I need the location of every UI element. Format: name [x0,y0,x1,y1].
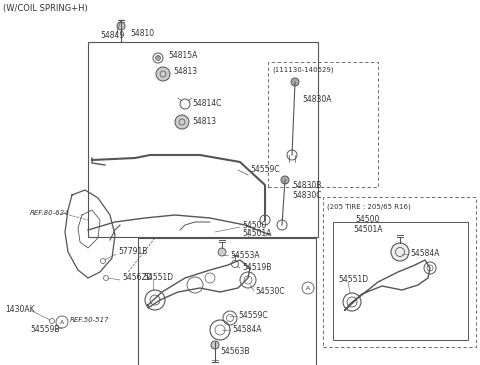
Text: 54559C: 54559C [250,165,280,174]
Text: 54814C: 54814C [192,99,221,108]
Bar [268,62,378,187]
Circle shape [156,67,170,81]
Text: (W/COIL SPRING+H): (W/COIL SPRING+H) [3,4,88,12]
Text: 54551D: 54551D [338,276,368,284]
Text: 54500: 54500 [356,215,380,224]
Text: A: A [60,319,64,324]
Bar [138,238,316,365]
Text: 54553A: 54553A [230,250,260,260]
Text: 54584A: 54584A [410,250,440,258]
Text: 1430AK: 1430AK [5,306,35,315]
Text: (205 TIRE : 205/65 R16): (205 TIRE : 205/65 R16) [327,204,411,210]
Text: 57791B: 57791B [118,247,147,257]
Circle shape [291,78,299,86]
Text: 54815A: 54815A [168,50,197,59]
Bar [323,197,476,347]
Bar [333,222,468,340]
Text: 54810: 54810 [130,28,154,38]
Circle shape [175,115,189,129]
Text: (111130-140529): (111130-140529) [272,67,334,73]
Text: REF.50-517: REF.50-517 [70,317,109,323]
Text: 54813: 54813 [192,118,216,127]
Text: 54501A: 54501A [242,230,272,238]
Text: 54559B: 54559B [30,326,60,334]
Circle shape [156,55,160,61]
Text: 54813: 54813 [173,68,197,77]
Text: 54500: 54500 [242,220,266,230]
Circle shape [211,341,219,349]
Text: 54501A: 54501A [353,224,383,234]
Text: 54830A: 54830A [302,96,332,104]
Text: 54551D: 54551D [143,273,173,283]
Bar [88,42,318,237]
Circle shape [391,243,409,261]
Text: 54830C: 54830C [292,191,322,200]
Text: 54519B: 54519B [242,264,271,273]
Text: 54584A: 54584A [232,326,262,334]
Text: 54563B: 54563B [220,347,250,357]
Circle shape [117,22,125,30]
Circle shape [281,176,289,184]
Circle shape [218,248,226,256]
Text: A: A [306,285,310,291]
Text: 54849: 54849 [100,31,124,39]
Text: 54530C: 54530C [255,288,285,296]
Text: REF.80-624: REF.80-624 [30,210,70,216]
Text: 54830B: 54830B [292,181,322,189]
Text: 54562D: 54562D [122,273,152,283]
Text: 54559C: 54559C [238,311,268,319]
